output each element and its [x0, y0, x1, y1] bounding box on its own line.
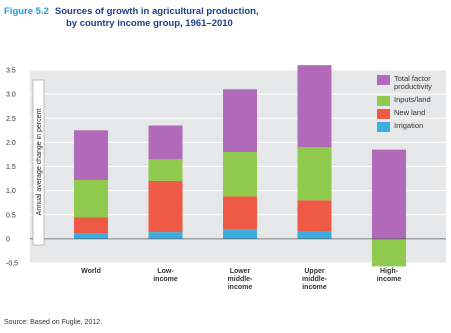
bar-segment-irrigation — [148, 232, 183, 239]
bar-segment-newland — [74, 217, 108, 234]
category-label: High-income — [377, 268, 402, 283]
y-tick-label: -0.5 — [6, 261, 18, 268]
bar-segment-newland — [223, 196, 257, 230]
y-tick-label: 1.0 — [6, 188, 16, 195]
legend-label: Inputs/land — [394, 95, 431, 104]
bar-segment-tfp — [74, 130, 108, 181]
bar-segment-tfp — [148, 125, 183, 160]
bars — [74, 65, 406, 267]
category-label: Upper middle-income — [302, 268, 328, 291]
title-line-1: Sources of growth in agricultural produc… — [54, 6, 259, 17]
bar-segment-tfp — [372, 149, 406, 239]
legend-label: Irrigation — [394, 121, 423, 130]
y-tick-label: 2.5 — [6, 116, 16, 123]
y-tick-label: 2.0 — [6, 140, 16, 147]
source-note: Source: Based on Fuglie, 2012. — [4, 319, 103, 326]
y-tick-label: 0.5 — [6, 212, 16, 219]
y-tick-label: 1.5 — [6, 164, 16, 171]
category-label: Lower middle-income — [228, 268, 254, 291]
legend: Total factor productivity Inputs/land New l… — [377, 74, 432, 132]
category-label: Low-income — [153, 268, 178, 283]
y-tick-label: 0 — [6, 236, 10, 243]
bar-segment-inputs — [223, 152, 257, 197]
bar-segment-inputs — [297, 147, 332, 201]
y-tick-label: 3.5 — [6, 68, 16, 75]
title-line-2: by country income group, 1961–2010 — [66, 18, 233, 29]
category-label: World — [81, 268, 101, 275]
bar-segment-irrigation — [297, 231, 332, 239]
legend-label: Total factor productivity — [394, 74, 432, 91]
legend-swatch-tfp — [377, 75, 390, 85]
legend-swatch-irrigation — [377, 122, 390, 132]
x-axis-categories: World Low-income Lower middle-income Upper mi… — [81, 268, 401, 291]
legend-swatch-inputs — [377, 96, 390, 106]
bar-segment-irrigation — [223, 229, 257, 239]
bar-segment-tfp — [297, 65, 332, 148]
bar-segment-tfp — [223, 89, 257, 153]
bar-segment-newland — [148, 180, 183, 233]
legend-label: New land — [394, 108, 425, 117]
legend-swatch-newland — [377, 109, 390, 119]
figure-title: Figure 5.2 Sources of growth in agricultu… — [4, 6, 259, 29]
y-axis-label-frame — [32, 79, 45, 246]
bar-segment-inputs — [74, 180, 108, 218]
bar-segment-inputs — [148, 159, 183, 181]
y-tick-label: 3.0 — [6, 92, 16, 99]
y-axis-ticks: 3.5 3.0 2.5 2.0 1.5 1.0 0.5 0 -0.5 — [6, 68, 18, 268]
figure-label: Figure 5.2 — [4, 6, 49, 17]
bar-segment-irrigation — [74, 233, 108, 239]
bar-segment-newland — [297, 200, 332, 232]
y-axis-label: Annual average change in percent — [36, 109, 43, 216]
bar-segment-inputs — [372, 239, 406, 267]
bar-segment-irrigation — [372, 238, 406, 240]
y-axis-label-box: Annual average change in percent — [32, 79, 45, 246]
